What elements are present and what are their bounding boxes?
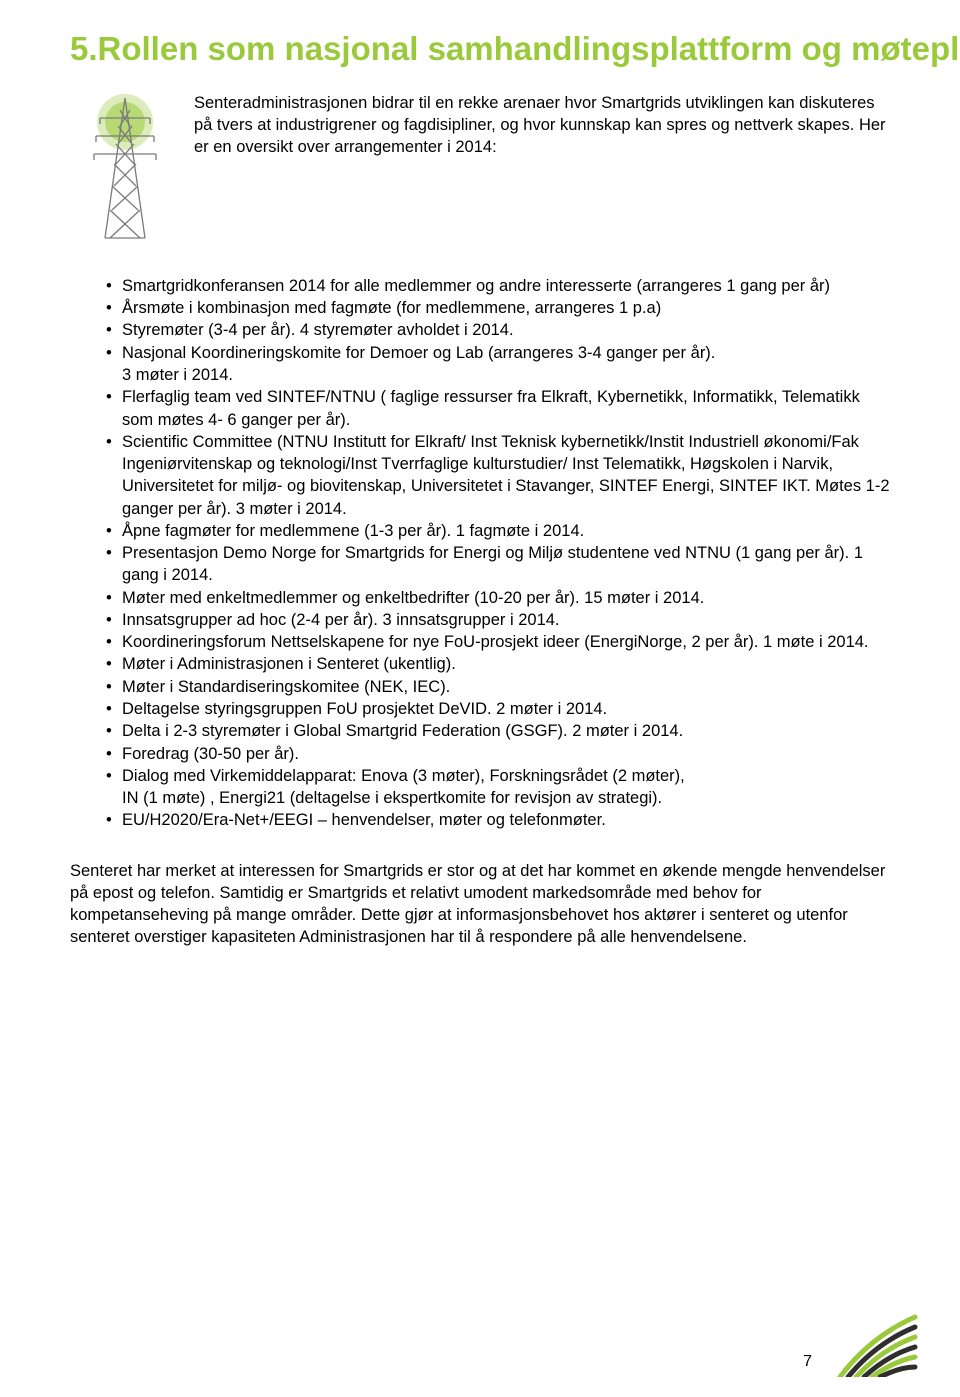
list-item: Møter i Administrasjonen i Senteret (uke… bbox=[106, 653, 890, 675]
list-item-text: Innsatsgrupper ad hoc (2-4 per år). 3 in… bbox=[122, 611, 560, 629]
list-item: Presentasjon Demo Norge for Smartgrids f… bbox=[106, 542, 890, 587]
intro-paragraph: Senteradministrasjonen bidrar til en rek… bbox=[194, 86, 890, 159]
list-item-text: Møter i Standardiseringskomitee (NEK, IE… bbox=[122, 678, 450, 696]
list-item: Styremøter (3-4 per år). 4 styremøter av… bbox=[106, 319, 890, 341]
list-item-text: Møter med enkeltmedlemmer og enkeltbedri… bbox=[122, 589, 704, 607]
list-item-text: Koordineringsforum Nettselskapene for ny… bbox=[122, 633, 869, 651]
list-item: Scientific Committee (NTNU Institutt for… bbox=[106, 431, 890, 520]
list-item: Smartgridkonferansen 2014 for alle medle… bbox=[106, 275, 890, 297]
list-item-text: Smartgridkonferansen 2014 for alle medle… bbox=[122, 277, 830, 295]
list-item-text: Presentasjon Demo Norge for Smartgrids f… bbox=[122, 544, 863, 584]
page-footer: 7 bbox=[803, 1307, 920, 1377]
power-tower-icon bbox=[70, 90, 180, 240]
list-item: EU/H2020/Era-Net+/EEGI – henvendelser, m… bbox=[106, 809, 890, 831]
list-item-text: Scientific Committee (NTNU Institutt for… bbox=[122, 433, 890, 518]
list-item: Dialog med Virkemiddelapparat: Enova (3 … bbox=[106, 765, 890, 810]
list-item: Årsmøte i kombinasjon med fagmøte (for m… bbox=[106, 297, 890, 319]
intro-row: Senteradministrasjonen bidrar til en rek… bbox=[70, 86, 890, 245]
list-item-text: Deltagelse styringsgruppen FoU prosjekte… bbox=[122, 700, 607, 718]
list-item-text: Styremøter (3-4 per år). 4 styremøter av… bbox=[122, 321, 514, 339]
list-item: Åpne fagmøter for medlemmene (1-3 per år… bbox=[106, 520, 890, 542]
document-page: 5.Rollen som nasjonal samhandlingsplattf… bbox=[0, 0, 960, 1397]
header-row: 5.Rollen som nasjonal samhandlingsplattf… bbox=[70, 30, 890, 68]
list-item-continuation: 3 møter i 2014. bbox=[122, 364, 890, 386]
list-item: Foredrag (30-50 per år). bbox=[106, 743, 890, 765]
closing-paragraph: Senteret har merket at interessen for Sm… bbox=[70, 860, 890, 949]
list-item-text: Møter i Administrasjonen i Senteret (uke… bbox=[122, 655, 456, 673]
list-item-text: Foredrag (30-50 per år). bbox=[122, 745, 299, 763]
list-item: Delta i 2-3 styremøter i Global Smartgri… bbox=[106, 720, 890, 742]
logo-swirl-icon bbox=[830, 1307, 920, 1377]
section-heading: 5.Rollen som nasjonal samhandlingsplattf… bbox=[70, 30, 960, 68]
list-item-text: Nasjonal Koordineringskomite for Demoer … bbox=[122, 344, 715, 362]
list-item: Flerfaglig team ved SINTEF/NTNU ( faglig… bbox=[106, 386, 890, 431]
list-item-text: Delta i 2-3 styremøter i Global Smartgri… bbox=[122, 722, 683, 740]
list-item-text: Dialog med Virkemiddelapparat: Enova (3 … bbox=[122, 767, 685, 785]
list-item-text: Årsmøte i kombinasjon med fagmøte (for m… bbox=[122, 299, 661, 317]
list-item-continuation: IN (1 møte) , Energi21 (deltagelse i eks… bbox=[122, 787, 890, 809]
list-item: Møter i Standardiseringskomitee (NEK, IE… bbox=[106, 676, 890, 698]
list-item: Koordineringsforum Nettselskapene for ny… bbox=[106, 631, 890, 653]
list-item: Innsatsgrupper ad hoc (2-4 per år). 3 in… bbox=[106, 609, 890, 631]
list-item-text: Åpne fagmøter for medlemmene (1-3 per år… bbox=[122, 522, 584, 540]
list-item-text: EU/H2020/Era-Net+/EEGI – henvendelser, m… bbox=[122, 811, 606, 829]
list-item: Nasjonal Koordineringskomite for Demoer … bbox=[106, 342, 890, 387]
events-list: Smartgridkonferansen 2014 for alle medle… bbox=[70, 275, 890, 832]
page-number: 7 bbox=[803, 1353, 812, 1371]
tower-graphic bbox=[70, 86, 194, 245]
list-item: Møter med enkeltmedlemmer og enkeltbedri… bbox=[106, 587, 890, 609]
list-item: Deltagelse styringsgruppen FoU prosjekte… bbox=[106, 698, 890, 720]
list-item-text: Flerfaglig team ved SINTEF/NTNU ( faglig… bbox=[122, 388, 860, 428]
